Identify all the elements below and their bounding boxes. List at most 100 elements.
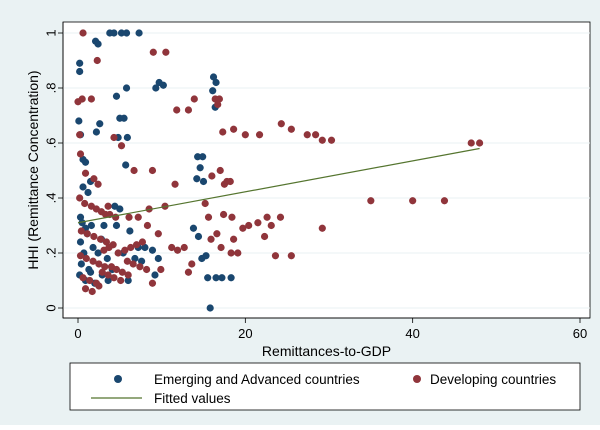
emerging-point	[92, 128, 101, 136]
developing-point	[440, 197, 449, 205]
developing-point	[208, 172, 216, 180]
developing-point	[287, 125, 295, 133]
developing-point	[88, 287, 96, 296]
emerging-point	[194, 232, 203, 241]
emerging-point	[202, 252, 210, 260]
developing-point	[277, 120, 285, 128]
developing-point	[118, 268, 126, 276]
emerging-point	[84, 188, 92, 197]
x-tick-label: 40	[405, 326, 419, 341]
developing-point	[157, 265, 165, 274]
plot-area	[62, 21, 591, 319]
legend-label-fitted: Fitted values	[154, 391, 231, 406]
x-tick-label: 20	[238, 326, 252, 341]
emerging-point	[76, 59, 84, 67]
developing-point	[123, 257, 131, 265]
y-tick-label: .6	[43, 138, 58, 149]
developing-point	[215, 95, 223, 103]
developing-point	[95, 282, 103, 290]
developing-point	[367, 197, 375, 205]
developing-point	[216, 166, 224, 175]
developing-point	[239, 224, 247, 232]
developing-point	[148, 279, 157, 287]
developing-point	[81, 169, 90, 177]
emerging-point	[116, 205, 124, 213]
developing-point	[204, 213, 213, 221]
developing-point	[207, 235, 215, 243]
emerging-point	[218, 274, 226, 282]
developing-point	[78, 95, 86, 103]
developing-point	[190, 95, 198, 103]
developing-point	[83, 230, 91, 238]
developing-point	[132, 241, 141, 249]
emerging-point	[152, 84, 160, 92]
developing-point	[271, 252, 280, 260]
legend-box	[69, 362, 581, 411]
developing-point	[114, 249, 122, 257]
developing-point	[117, 142, 126, 150]
emerging-point	[212, 78, 220, 87]
emerging-point	[79, 183, 87, 191]
developing-point	[117, 276, 125, 285]
developing-point	[180, 243, 188, 252]
developing-point	[95, 260, 103, 268]
developing-point	[76, 252, 85, 260]
emerging-point	[196, 164, 204, 172]
emerging-point	[141, 243, 149, 252]
developing-point	[93, 56, 101, 65]
developing-point	[217, 243, 225, 252]
emerging-point	[86, 268, 95, 276]
developing-point	[127, 243, 135, 252]
developing-point	[201, 199, 209, 208]
developing-point	[230, 235, 238, 243]
emerging-point	[193, 175, 201, 183]
emerging-point	[194, 153, 202, 161]
emerging-point	[122, 84, 131, 92]
emerging-point	[112, 92, 121, 100]
developing-point	[219, 210, 228, 219]
y-tick-label: 1	[43, 29, 58, 36]
developing-point	[184, 106, 193, 114]
developing-point	[76, 131, 84, 139]
emerging-point	[122, 29, 131, 37]
emerging-point	[148, 246, 157, 254]
emerging-point	[87, 221, 95, 230]
developing-point	[110, 274, 118, 282]
developing-point	[82, 254, 90, 263]
emerging-point	[120, 114, 128, 122]
emerging-point	[89, 243, 97, 252]
developing-point	[149, 48, 157, 56]
developing-point	[76, 150, 85, 158]
emerging-point	[94, 40, 102, 48]
developing-point	[276, 213, 285, 221]
x-axis-title: Remittances-to-GDP	[262, 343, 391, 359]
developing-point	[129, 260, 137, 268]
developing-point	[138, 238, 147, 246]
emerging-point	[209, 87, 217, 95]
developing-point	[219, 128, 227, 136]
emerging-point	[76, 213, 85, 221]
developing-point	[214, 100, 222, 109]
developing-point	[267, 221, 275, 230]
emerging-point	[199, 153, 207, 161]
y-tick-label: 0	[43, 304, 58, 311]
emerging-point	[96, 120, 104, 128]
emerging-point	[104, 276, 112, 285]
developing-point	[303, 131, 311, 139]
developing-point	[188, 260, 196, 268]
emerging-point	[206, 304, 214, 312]
developing-point	[101, 263, 109, 271]
developing-point	[77, 227, 85, 235]
developing-point	[104, 202, 112, 210]
legend-marker-emerging	[114, 375, 122, 383]
developing-point	[81, 285, 90, 293]
developing-point	[130, 166, 138, 175]
developing-point	[112, 265, 121, 274]
developing-point	[241, 131, 249, 139]
emerging-point	[209, 73, 218, 81]
developing-point	[228, 213, 236, 221]
developing-point	[148, 166, 157, 175]
grid-lines	[63, 32, 590, 309]
developing-point	[90, 175, 98, 183]
